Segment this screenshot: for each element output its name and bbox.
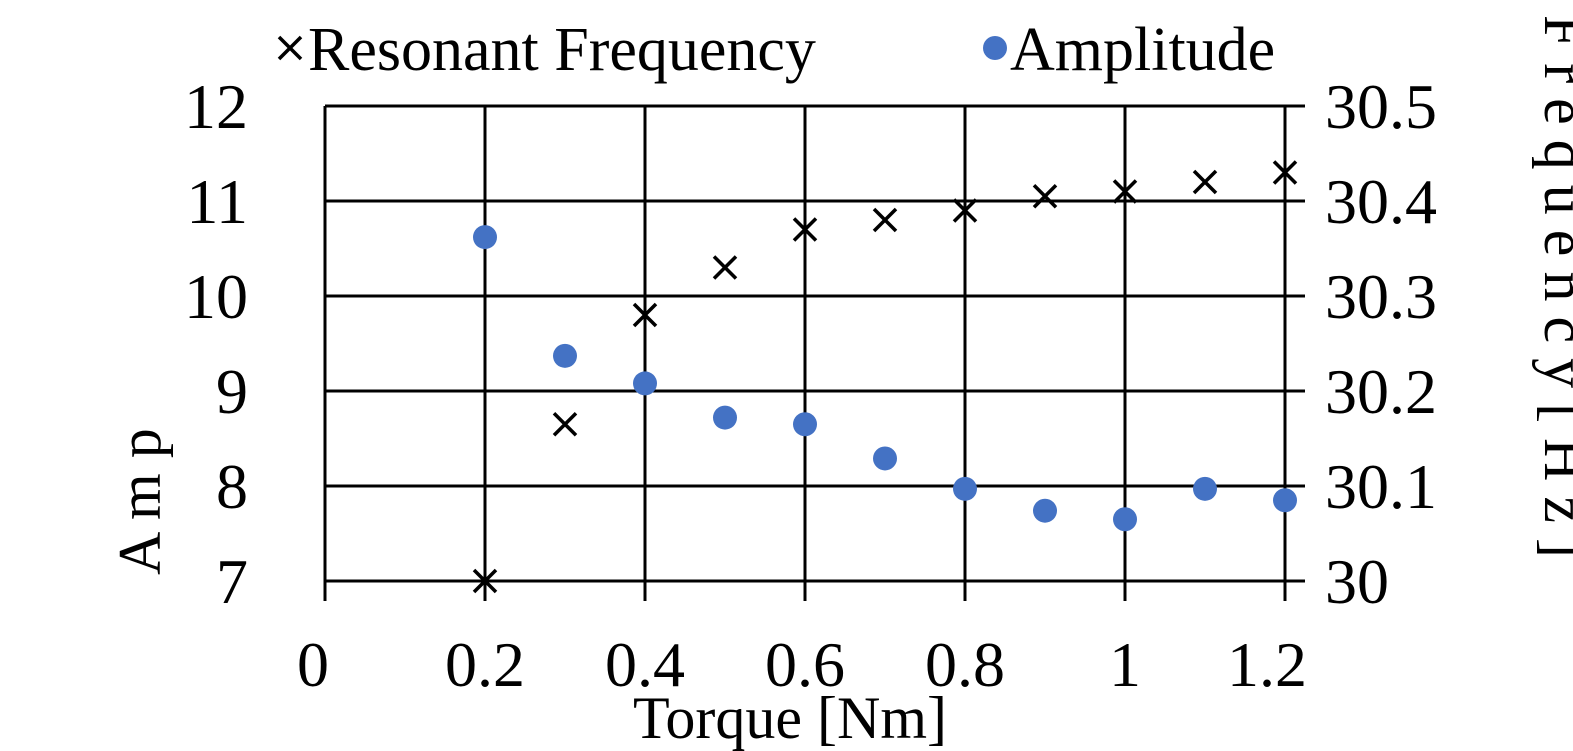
x-tick-label: 0 [297,629,329,700]
frequency-point [712,255,738,280]
y2-tick-label: 30.4 [1325,166,1437,237]
y-tick-label: 7 [216,546,248,617]
y-tick-label: 8 [216,451,248,522]
x-marker-stroke [1112,179,1138,204]
amplitude-point [633,371,657,396]
legend-item-resonant-frequency: Resonant Frequency [277,16,816,84]
y2-axis-title: F r e q u e n c y [ H z ] [1532,15,1573,558]
x-marker-stroke [472,568,498,594]
y2-tick-label: 30.1 [1325,451,1437,522]
x-marker-stroke [952,198,978,223]
frequency-point [472,568,498,594]
y-tick-label: 11 [186,166,248,237]
amplitude-point [1193,476,1217,501]
x-tick-label: 0.4 [605,629,685,700]
legend-x-marker [277,35,303,61]
y-tick-label: 10 [184,261,248,332]
frequency-point [1192,169,1218,195]
y-tick-label: 9 [216,356,248,427]
axes [323,106,1305,601]
legend-circle-marker [983,36,1007,60]
frequency-point [1112,179,1138,204]
x-marker-stroke [1192,169,1218,195]
y-axis-title: A m p [107,428,173,575]
axis-titles: Torque [Nm] A m p F r e q u e n c y [ H z … [107,15,1573,751]
frequency-point [1032,184,1058,209]
legend: Resonant Frequency Amplitude [277,16,1275,84]
frequency-point [552,412,578,437]
frequency-point [792,217,818,242]
y2-tick-label: 30.3 [1325,261,1437,332]
tick-labels: 7 8 9 10 11 12 30 30.1 30.2 30.3 30.4 30.5 0 0.2 0.4 0.… [184,71,1437,700]
y2-tick-label: 30.5 [1325,71,1437,142]
x-marker-stroke [1032,184,1058,209]
amplitude-point [793,412,817,437]
y2-tick-label: 30.2 [1325,356,1437,427]
x-marker-stroke [792,217,818,242]
amplitude-point [1113,507,1137,532]
amplitude-point [713,405,737,430]
amplitude-point [1273,488,1297,513]
legend-label: Amplitude [1010,16,1275,84]
frequency-point [632,302,658,328]
x-marker-stroke [632,302,658,328]
amplitude-point [473,225,497,250]
x-axis-title: Torque [Nm] [633,685,947,751]
x-marker-stroke [552,412,578,437]
x-tick-label: 0.8 [925,629,1005,700]
amplitude-point [873,446,897,471]
y-tick-label: 12 [184,71,248,142]
frequency-point [1272,160,1298,185]
x-tick-label: 1.2 [1227,629,1307,700]
legend-item-amplitude: Amplitude [983,16,1275,84]
grid-lines [323,104,1305,601]
frequency-point [952,198,978,223]
x-tick-label: 1 [1109,629,1141,700]
legend-label: Resonant Frequency [308,16,816,84]
data-marks [472,160,1298,594]
x-tick-label: 0.6 [765,629,845,700]
frequency-point [872,207,898,233]
x-marker-stroke [1272,160,1298,185]
x-tick-label: 0.2 [445,629,525,700]
y2-tick-label: 30 [1325,546,1389,617]
x-marker-stroke [712,255,738,280]
amplitude-point [553,343,577,368]
amplitude-point [1033,498,1057,523]
amplitude-point [953,476,977,501]
x-marker-stroke [872,207,898,233]
